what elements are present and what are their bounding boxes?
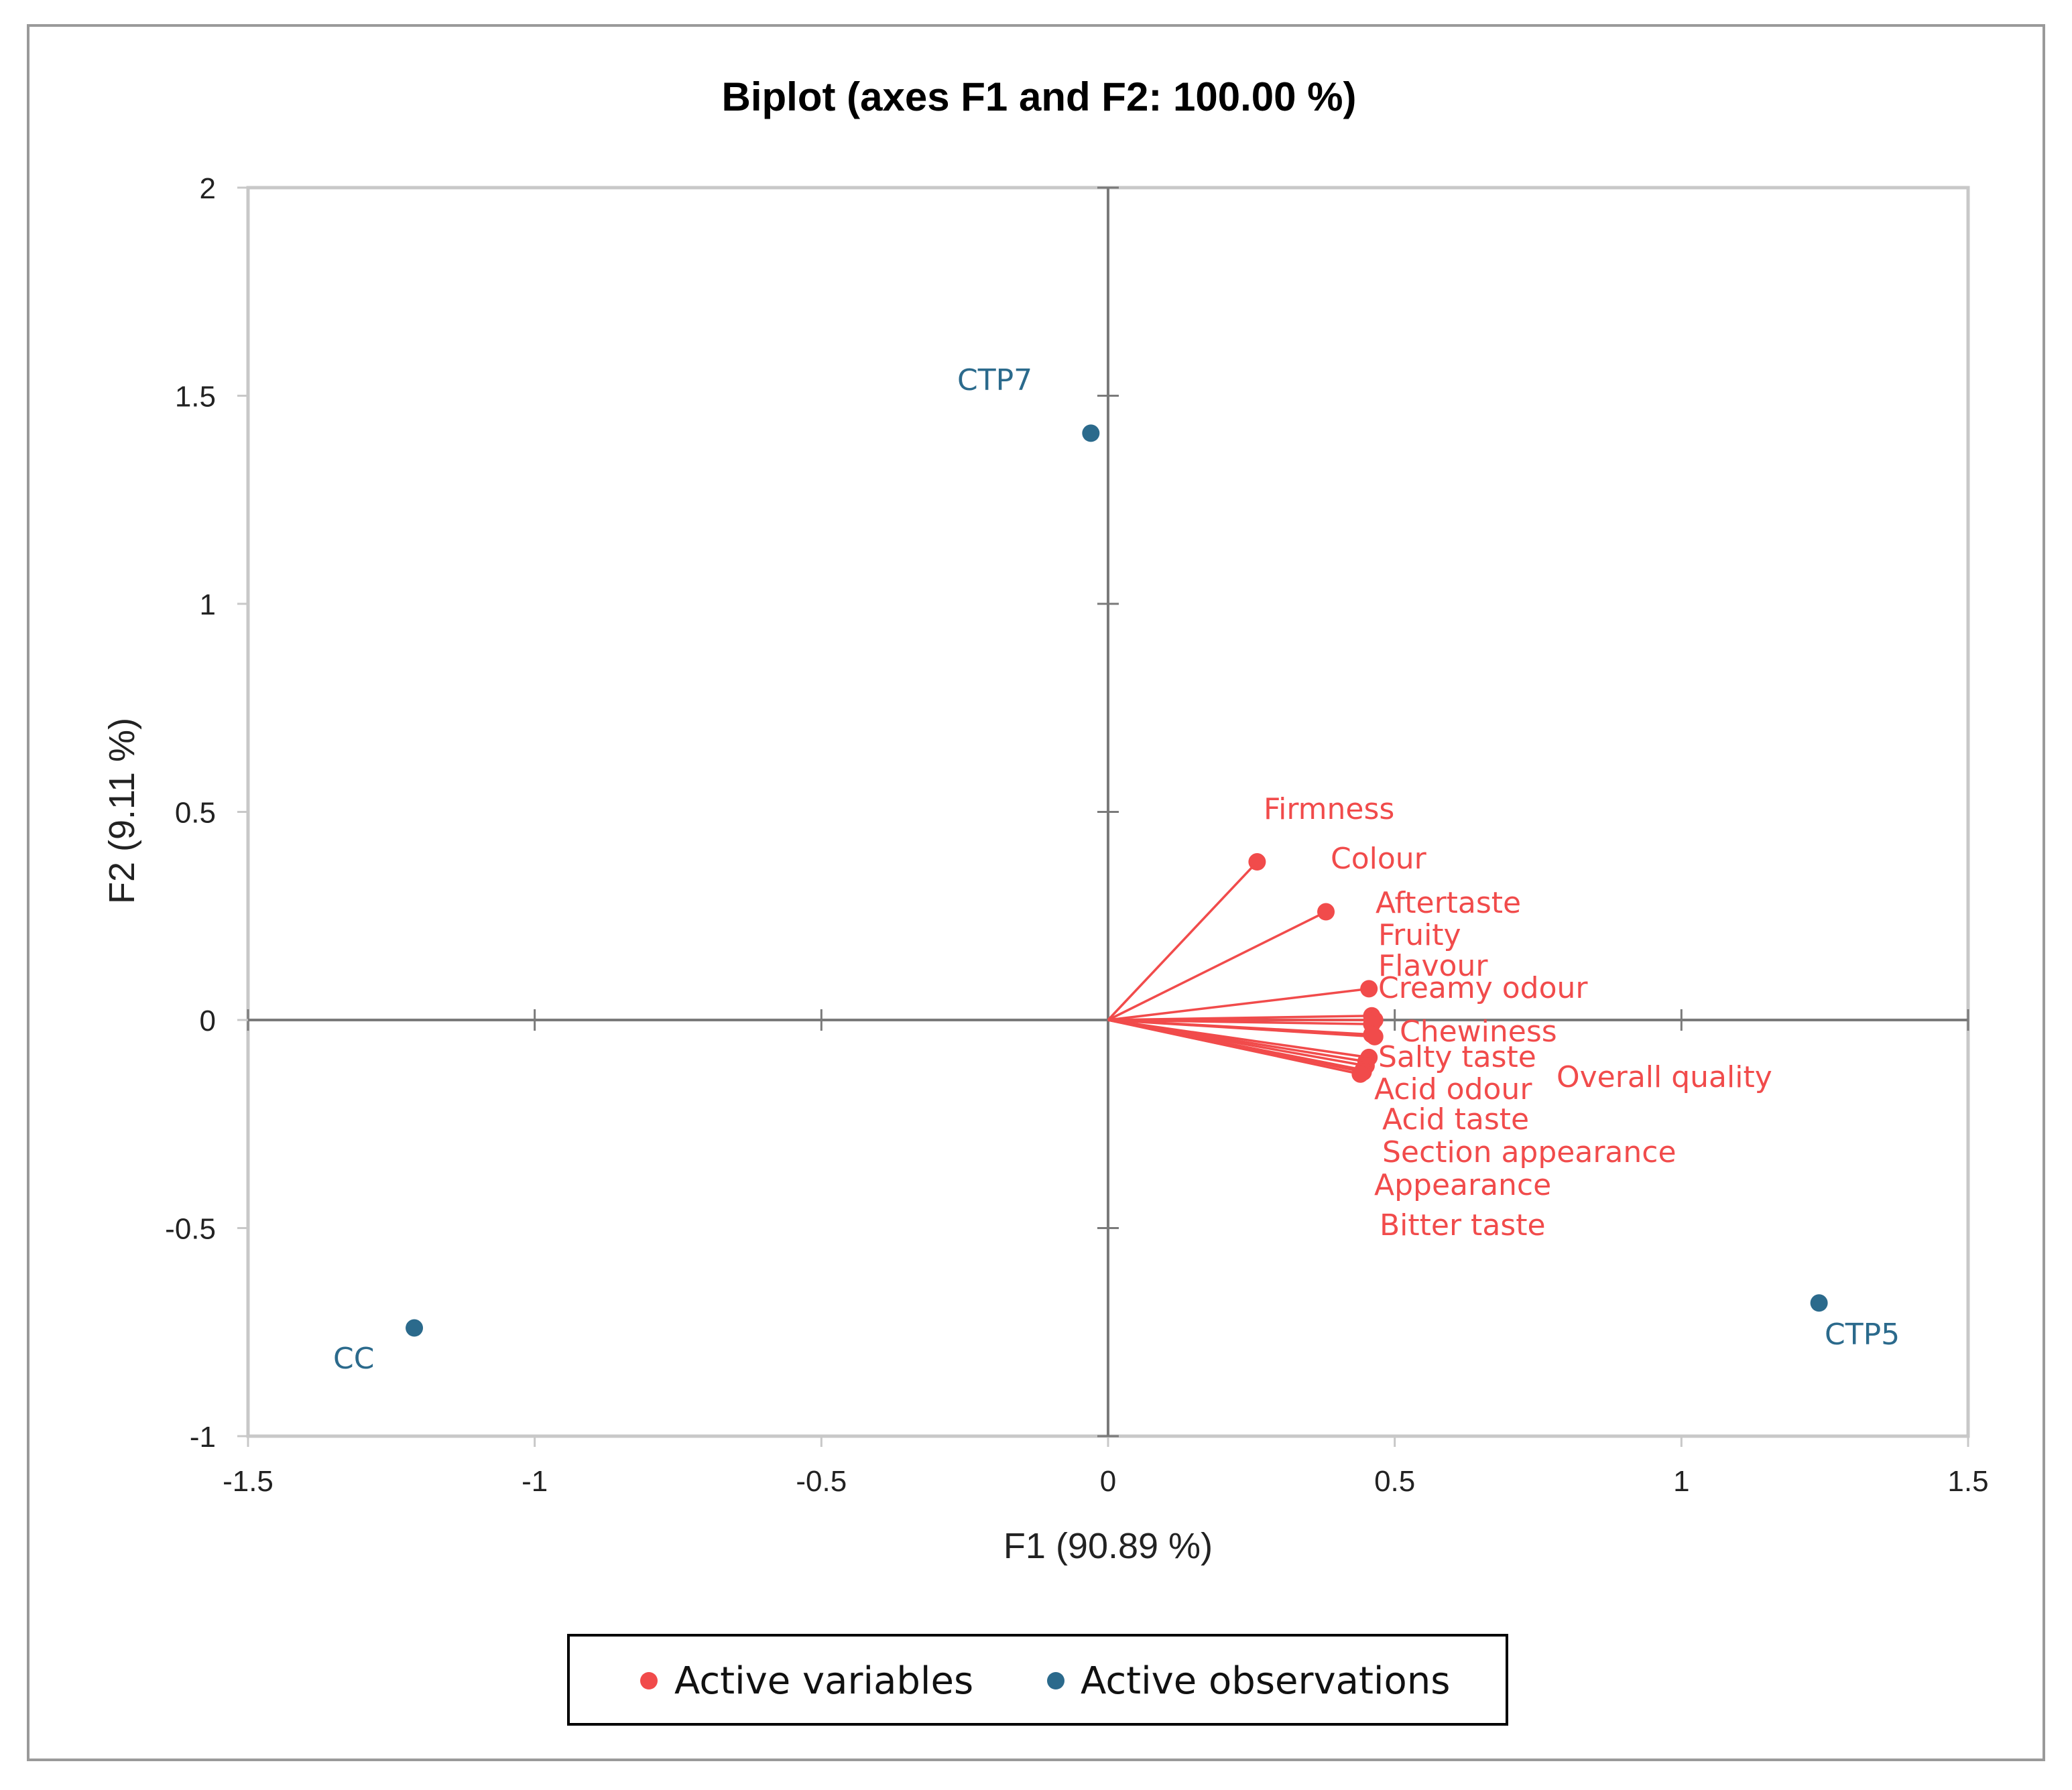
label-variable-aftertaste: Aftertaste	[1376, 886, 1521, 920]
x-tick-label: 1	[1673, 1465, 1689, 1498]
point-observation-ctp5	[1810, 1294, 1828, 1312]
label-variable-chewiness: Chewiness	[1400, 1015, 1557, 1049]
x-tick-label: -1.5	[223, 1465, 273, 1498]
point-observation-ctp7	[1082, 424, 1100, 442]
x-tick-label: 0	[1100, 1465, 1116, 1498]
label-observation-ctp7: CTP7	[957, 363, 1032, 397]
point-variable-creamy-odour	[1360, 980, 1378, 998]
legend-marker-observations	[1047, 1672, 1064, 1689]
vector-overall-quality	[1107, 1019, 1372, 1036]
y-tick-label: -0.5	[165, 1213, 216, 1246]
legend: Active variables Active observations	[567, 1634, 1508, 1726]
y-tick-label: 1	[200, 588, 216, 621]
y-tick-label: 0	[200, 1005, 216, 1037]
point-variable-bitter-taste	[1351, 1065, 1369, 1083]
y-tick-label: 0.5	[175, 797, 216, 830]
label-variable-salty-taste: Salty taste	[1378, 1040, 1536, 1074]
label-variable-creamy-odour: Creamy odour	[1378, 971, 1588, 1005]
points-layer	[406, 424, 1828, 1337]
variable-vectors	[1107, 860, 1375, 1076]
point-variable-colour	[1317, 903, 1335, 921]
vector-firmness	[1107, 860, 1258, 1021]
x-axis-title: F1 (90.89 %)	[1003, 1526, 1213, 1566]
y-tick-label: 2	[200, 172, 216, 205]
label-variable-acid-taste: Acid taste	[1382, 1102, 1529, 1137]
label-observation-cc: CC	[333, 1342, 374, 1376]
point-variable-overall-quality	[1363, 1025, 1381, 1043]
label-variable-section-appearance: Section appearance	[1382, 1135, 1677, 1169]
y-tick-label: 1.5	[175, 381, 216, 413]
label-observation-ctp5: CTP5	[1825, 1318, 1900, 1352]
vector-creamy-odour	[1107, 987, 1369, 1021]
label-variable-flavour: Flavour	[1378, 949, 1488, 983]
label-variable-firmness: Firmness	[1264, 792, 1394, 826]
vector-flavour	[1107, 1019, 1372, 1025]
legend-label-variables: Active variables	[674, 1659, 973, 1703]
label-variable-appearance: Appearance	[1374, 1168, 1551, 1202]
legend-marker-variables	[640, 1672, 658, 1689]
label-variable-overall-quality: Overall quality	[1557, 1060, 1772, 1094]
chart-title: Biplot (axes F1 and F2: 100.00 %)	[722, 74, 1357, 119]
y-tick-label: -1	[190, 1421, 216, 1454]
vector-bitter-taste	[1107, 1019, 1361, 1076]
label-variable-bitter-taste: Bitter taste	[1380, 1208, 1546, 1242]
point-variable-firmness	[1248, 853, 1266, 871]
label-variable-colour: Colour	[1331, 842, 1427, 876]
label-variable-acid-odour: Acid odour	[1374, 1072, 1532, 1106]
x-tick-label: -0.5	[796, 1465, 847, 1498]
vector-colour	[1107, 910, 1327, 1021]
ticks-layer: -1.5 -1 -0.5 0 0.5 1 1.5-1-0.500.511.52	[165, 172, 1988, 1498]
point-labels: Firmness Colour AftertasteFruityFlavourCre…	[333, 363, 1900, 1376]
chart-frame	[27, 24, 2045, 1761]
point-observation-cc	[406, 1319, 424, 1337]
y-axis-title: F2 (9.11 %)	[102, 718, 142, 904]
legend-label-observations: Active observations	[1081, 1659, 1450, 1703]
legend-box	[567, 1634, 1508, 1726]
x-tick-label: 1.5	[1947, 1465, 1988, 1498]
x-tick-label: -1	[522, 1465, 548, 1498]
label-variable-fruity: Fruity	[1378, 918, 1461, 952]
x-tick-label: 0.5	[1374, 1465, 1415, 1498]
